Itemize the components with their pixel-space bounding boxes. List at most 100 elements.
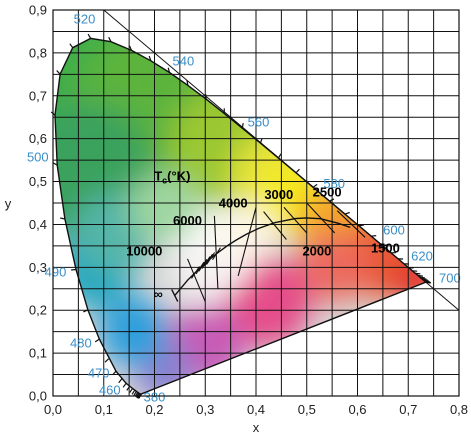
wavelength-label-480: 480 xyxy=(70,336,92,351)
wavelength-tick xyxy=(415,272,421,275)
x-tick-label: 0,6 xyxy=(348,402,366,417)
color-blob xyxy=(215,202,277,264)
x-tick-labels: 0,0 0,1 0,2 0,3 0,4 0,5 0,6 0,7 0,8 xyxy=(44,402,468,417)
x-tick-label: 0,8 xyxy=(450,402,468,417)
wavelength-tick xyxy=(128,45,133,51)
wavelength-tick xyxy=(167,67,171,73)
wavelength-label-700: 700 xyxy=(439,271,461,286)
x-tick-label: 0,3 xyxy=(196,402,214,417)
wavelength-tick xyxy=(94,338,100,343)
x-tick-label: 0,1 xyxy=(95,402,113,417)
cct-tick xyxy=(206,252,216,265)
y-tick-label: 0,0 xyxy=(29,389,47,404)
x-tick-label: 0,0 xyxy=(44,402,62,417)
wavelength-tick xyxy=(277,153,282,159)
isotemperature-line-1500 xyxy=(336,210,366,238)
cct-tick xyxy=(198,258,208,272)
wavelength-tick xyxy=(126,385,131,391)
wavelength-label-460: 460 xyxy=(99,383,121,398)
cct-tick xyxy=(212,247,221,261)
x-tick-label: 0,4 xyxy=(247,402,265,417)
wavelength-tick xyxy=(329,198,335,202)
wavelength-tick xyxy=(104,358,110,363)
wavelength-tick xyxy=(69,43,74,49)
cct-label-4000: 4000 xyxy=(219,196,248,211)
infinity-marker xyxy=(171,289,179,302)
wavelength-tick xyxy=(417,274,423,277)
wavelength-label-540: 540 xyxy=(173,54,195,69)
isotemperature-line-10000 xyxy=(186,258,206,302)
wavelength-label-520: 520 xyxy=(74,12,96,27)
wavelength-tick xyxy=(419,276,425,279)
cct-ticks xyxy=(191,247,221,279)
wavelength-label-470: 470 xyxy=(88,366,110,381)
wavelength-tick xyxy=(241,123,244,129)
wavelength-label-380: 380 xyxy=(144,390,166,405)
wavelength-tick xyxy=(71,268,77,271)
y-tick-label: 0,7 xyxy=(29,88,47,103)
wavelength-tick xyxy=(108,36,112,42)
color-blob xyxy=(129,171,201,243)
cct-tick xyxy=(195,261,205,275)
grid xyxy=(53,10,459,396)
wavelength-tick xyxy=(129,388,133,393)
isotemperature-line-2500 xyxy=(283,206,308,234)
y-tick-label: 0,4 xyxy=(29,217,47,232)
cct-tick xyxy=(201,256,211,269)
isotemperature-line-6000 xyxy=(213,215,219,289)
isotemperature-line-2000 xyxy=(306,202,336,234)
wavelength-label-620: 620 xyxy=(411,248,433,263)
wavelength-tick xyxy=(118,378,123,384)
wavelength-tick xyxy=(186,80,189,86)
y-tick-label: 0,2 xyxy=(29,303,47,318)
wavelength-label-600: 600 xyxy=(383,223,405,238)
plot-frame xyxy=(52,9,460,397)
wavelength-tick xyxy=(259,138,263,144)
wavelength-label-560: 560 xyxy=(248,115,270,130)
isotemperature-line-3000 xyxy=(263,211,287,240)
wavelength-tick xyxy=(295,168,300,174)
y-tick-label: 0,5 xyxy=(29,174,47,189)
isotemperature-line-4000 xyxy=(237,207,257,277)
y-tick-label: 0,8 xyxy=(29,45,47,60)
wavelength-tick xyxy=(421,277,427,280)
x-tick-label: 0,5 xyxy=(298,402,316,417)
cct-label-3000: 3000 xyxy=(264,187,293,202)
cct-label-2500: 2500 xyxy=(313,185,342,200)
y-tick-label: 0,1 xyxy=(29,346,47,361)
wavelength-label-490: 490 xyxy=(45,265,67,280)
wavelength-tick xyxy=(425,281,431,284)
wavelength-tick xyxy=(122,382,127,388)
cct-tick xyxy=(191,266,200,279)
wavelength-tick xyxy=(371,235,377,237)
wavelength-tick xyxy=(56,70,61,75)
cct-labels: Tc(°K) 1500 2000 2500 3000 4000 6000 10000 ∞ xyxy=(126,169,400,302)
x-axis-title: x xyxy=(253,420,260,435)
wavelength-tick xyxy=(87,33,92,39)
wavelength-tick xyxy=(112,370,117,376)
cct-label-10000: 10000 xyxy=(126,244,162,259)
wavelength-tick xyxy=(358,224,365,227)
wavelength-label-580: 580 xyxy=(323,176,345,191)
cct-label-1500: 1500 xyxy=(371,241,400,256)
cct-label-infinity: ∞ xyxy=(153,287,162,302)
wavelength-label-500: 500 xyxy=(27,149,49,164)
wavelength-tick xyxy=(148,55,152,62)
y-axis-title: y xyxy=(5,196,12,211)
wavelength-tick xyxy=(59,217,66,220)
cct-label-tck: Tc(°K) xyxy=(154,169,190,186)
x-tick-label: 0,7 xyxy=(399,402,417,417)
cct-label-6000: 6000 xyxy=(173,213,202,228)
wavelength-tick xyxy=(205,94,207,100)
wavelength-tick xyxy=(133,390,137,396)
cct-label-2000: 2000 xyxy=(302,243,331,258)
wavelength-tick xyxy=(83,309,89,313)
x-tick-label: 0,2 xyxy=(145,402,163,417)
cct-tick xyxy=(204,253,213,267)
y-tick-labels: 0,0 0,1 0,2 0,3 0,4 0,5 0,6 0,7 0,8 0,9 xyxy=(29,3,47,404)
y-tick-label: 0,3 xyxy=(29,260,47,275)
wavelength-tick xyxy=(131,389,136,395)
wavelength-tick xyxy=(312,183,318,188)
y-tick-label: 0,9 xyxy=(29,3,47,18)
